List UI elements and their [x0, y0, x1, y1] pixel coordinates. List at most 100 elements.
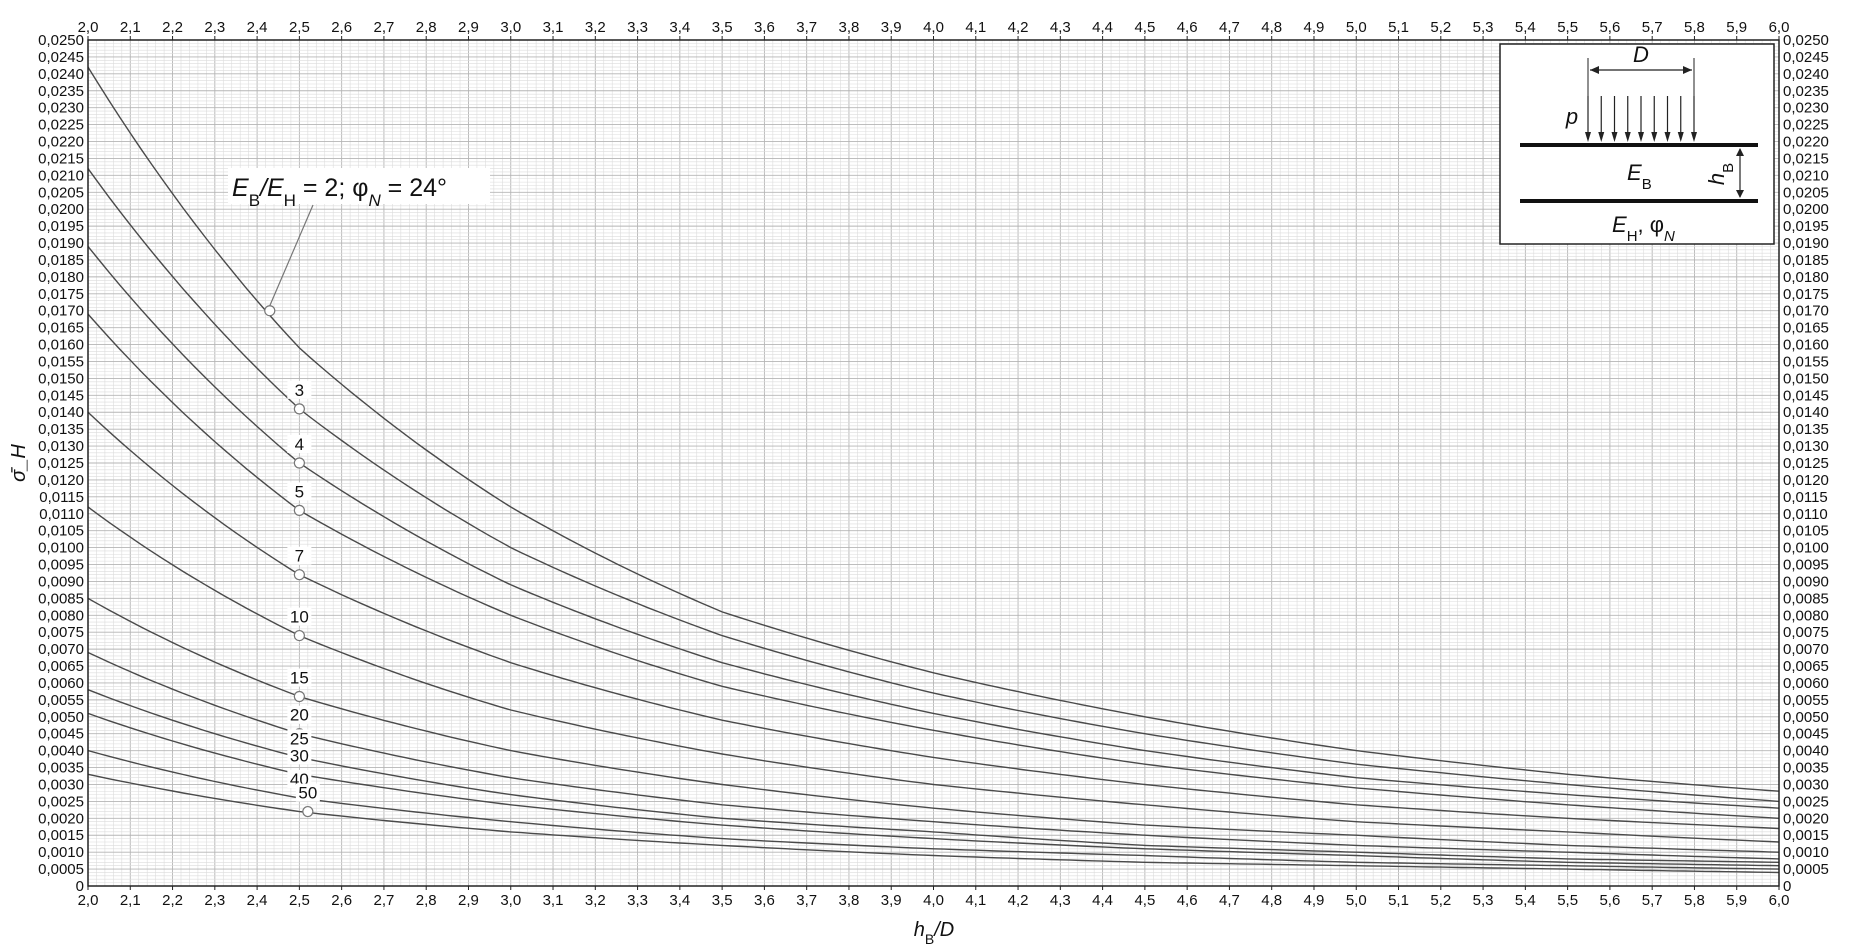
x-tick-label-bottom: 4,3: [1050, 892, 1071, 909]
x-tick-label-bottom: 4,1: [965, 892, 986, 909]
curve-label-bg: [287, 770, 312, 789]
curve-label-bg: [287, 380, 312, 399]
y-tick-label-left: 0,0060: [38, 675, 84, 692]
y-tick-label-left: 0,0080: [38, 607, 84, 624]
y-tick-label-right: 0,0045: [1783, 726, 1829, 743]
y-tick-label-right: 0,0060: [1783, 675, 1829, 692]
x-tick-label-bottom: 5,4: [1515, 892, 1536, 909]
y-tick-label-right: 0,0095: [1783, 557, 1829, 574]
y-tick-label-left: 0,0045: [38, 726, 84, 743]
y-tick-label-left: 0,0150: [38, 370, 84, 387]
x-tick-label-top: 5,6: [1599, 19, 1620, 36]
y-tick-label-left: 0,0040: [38, 743, 84, 760]
y-tick-label-right: 0,0215: [1783, 150, 1829, 167]
x-tick-label-top: 2,8: [416, 19, 437, 36]
y-tick-label-right: 0,0105: [1783, 523, 1829, 540]
y-tick-label-right: 0,0120: [1783, 472, 1829, 489]
x-tick-label-bottom: 2,7: [373, 892, 394, 909]
x-tick-label-top: 4,4: [1092, 19, 1113, 36]
x-tick-label-bottom: 3,7: [796, 892, 817, 909]
callout-bg: [228, 168, 490, 204]
curve-label: 4: [295, 435, 304, 454]
curve-label: 5: [295, 482, 304, 501]
y-tick-label-right: 0,0165: [1783, 320, 1829, 337]
y-tick-label-left: 0,0055: [38, 692, 84, 709]
x-tick-label-bottom: 3,1: [543, 892, 564, 909]
y-tick-label-right: 0,0010: [1783, 844, 1829, 861]
curve-marker: [293, 504, 305, 516]
x-tick-label-bottom: 3,8: [839, 892, 860, 909]
x-tick-label-top: 2,5: [289, 19, 310, 36]
y-tick-label-left: 0,0035: [38, 760, 84, 777]
callout-leader: [269, 204, 314, 306]
y-tick-label-left: 0,0070: [38, 641, 84, 658]
x-tick-label-top: 4,9: [1304, 19, 1325, 36]
y-tick-label-right: 0,0180: [1783, 269, 1829, 286]
y-tick-label-right: 0,0175: [1783, 286, 1829, 303]
y-tick-label-left: 0,0170: [38, 303, 84, 320]
y-tick-label-left: 0,0020: [38, 810, 84, 827]
y-tick-label-right: 0,0065: [1783, 658, 1829, 675]
series-line: [87, 168, 1780, 803]
x-tick-label-top: 5,1: [1388, 19, 1409, 36]
curve-label: 20: [290, 706, 309, 725]
x-tick-label-bottom: 2,2: [162, 892, 183, 909]
curve-label-bg: [295, 783, 320, 802]
y-tick-label-right: 0,0015: [1783, 827, 1829, 844]
y-tick-label-left: 0,0100: [38, 540, 84, 557]
inset-load-arrowhead: [1598, 132, 1605, 142]
y-tick-label-right: 0,0200: [1783, 201, 1829, 218]
x-tick-label-top: 3,8: [839, 19, 860, 36]
y-tick-label-left: 0,0085: [38, 590, 84, 607]
x-tick-label-bottom: 5,6: [1599, 892, 1620, 909]
curve-label-bg: [287, 746, 312, 765]
x-tick-label-top: 3,4: [669, 19, 690, 36]
x-tick-label-top: 4,7: [1219, 19, 1240, 36]
y-tick-label-right: 0,0125: [1783, 455, 1829, 472]
y-tick-label-left: 0,0240: [38, 66, 84, 83]
grid: [87, 39, 1780, 887]
y-tick-label-left: 0,0160: [38, 337, 84, 354]
y-tick-label-right: 0,0250: [1783, 32, 1829, 49]
y-tick-label-right: 0,0140: [1783, 404, 1829, 421]
y-tick-label-right: 0,0150: [1783, 370, 1829, 387]
series-line: [87, 651, 1780, 860]
y-tick-label-left: 0,0235: [38, 83, 84, 100]
x-tick-label-bottom: 3,6: [754, 892, 775, 909]
y-tick-label-right: 0,0070: [1783, 641, 1829, 658]
x-tick-label-top: 5,0: [1346, 19, 1367, 36]
x-tick-label-bottom: 4,8: [1261, 892, 1282, 909]
x-tick-label-top: 3,0: [500, 19, 521, 36]
x-tick-label-top: 4,8: [1261, 19, 1282, 36]
y-tick-label-left: 0,0125: [38, 455, 84, 472]
series-line: [87, 313, 1780, 819]
series-line: [87, 773, 1780, 874]
y-tick-label-left: 0,0120: [38, 472, 84, 489]
y-tick-label-right: 0,0090: [1783, 573, 1829, 590]
curve-label-bg: [287, 482, 312, 501]
curve-label-bg: [287, 607, 312, 626]
y-tick-label-left: 0,0130: [38, 438, 84, 455]
y-tick-label-left: 0,0155: [38, 353, 84, 370]
x-tick-label-top: 3,3: [627, 19, 648, 36]
y-tick-label-left: 0,0185: [38, 252, 84, 269]
x-tick-label-bottom: 5,2: [1430, 892, 1451, 909]
x-tick-label-top: 2,7: [373, 19, 394, 36]
y-tick-label-left: 0,0145: [38, 387, 84, 404]
series-line: [87, 597, 1780, 853]
x-tick-label-bottom: 2,3: [204, 892, 225, 909]
y-tick-label-right: 0,0110: [1783, 506, 1828, 523]
y-tick-label-left: 0,0220: [38, 134, 84, 151]
y-tick-label-left: 0,0105: [38, 523, 84, 540]
x-tick-label-top: 4,6: [1177, 19, 1198, 36]
x-tick-label-top: 3,9: [881, 19, 902, 36]
curve-label-bg: [287, 546, 312, 565]
x-tick-label-bottom: 4,9: [1304, 892, 1325, 909]
plot-frame: [87, 39, 1780, 887]
x-tick-label-bottom: 6,0: [1769, 892, 1790, 909]
y-tick-label-right: 0,0245: [1783, 49, 1829, 66]
y-tick-label-left: 0,0180: [38, 269, 84, 286]
y-tick-label-left: 0,0195: [38, 218, 84, 235]
y-tick-label-left: 0,0135: [38, 421, 84, 438]
y-tick-label-left: 0,0025: [38, 793, 84, 810]
